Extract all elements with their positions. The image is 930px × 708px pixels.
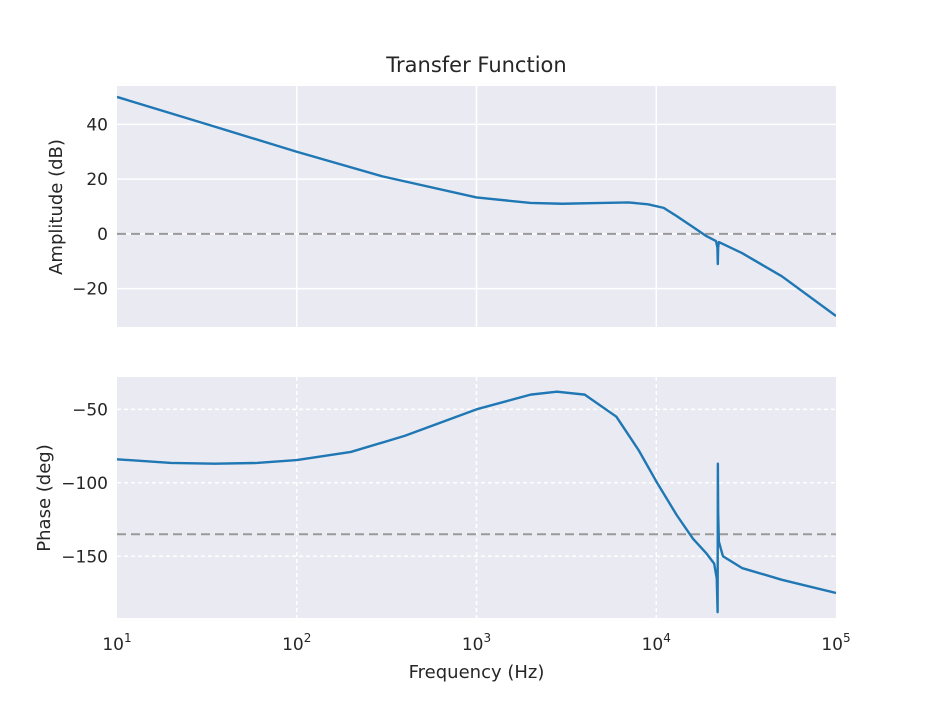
phase-panel: −50 −100 −150 101 102 103 104 105 <box>61 377 851 655</box>
phase-y-tick-label: −100 <box>61 474 108 494</box>
frequency-axis-label: Frequency (Hz) <box>409 662 545 683</box>
amplitude-y-tick-label: 20 <box>86 170 108 190</box>
amplitude-y-tick-label: 0 <box>97 225 108 245</box>
phase-x-tick-label: 105 <box>821 631 850 655</box>
amplitude-y-tick-label: 40 <box>86 115 108 135</box>
phase-x-tick-label: 102 <box>282 631 311 655</box>
amplitude-panel: 40 20 0 −20 <box>72 86 836 327</box>
chart-title: Transfer Function <box>385 53 566 77</box>
amplitude-series-line <box>117 95 836 318</box>
phase-y-tick-label: −50 <box>72 400 108 420</box>
phase-x-tick-label: 101 <box>102 631 131 655</box>
amplitude-axis-label: Amplitude (dB) <box>46 139 67 275</box>
phase-y-tick-label: −150 <box>61 547 108 567</box>
amplitude-y-tick-label: −20 <box>72 280 108 300</box>
phase-x-tick-label: 104 <box>642 631 671 655</box>
phase-x-tick-label: 103 <box>462 631 491 655</box>
phase-axis-label: Phase (deg) <box>34 444 55 551</box>
phase-series-line <box>117 390 836 614</box>
